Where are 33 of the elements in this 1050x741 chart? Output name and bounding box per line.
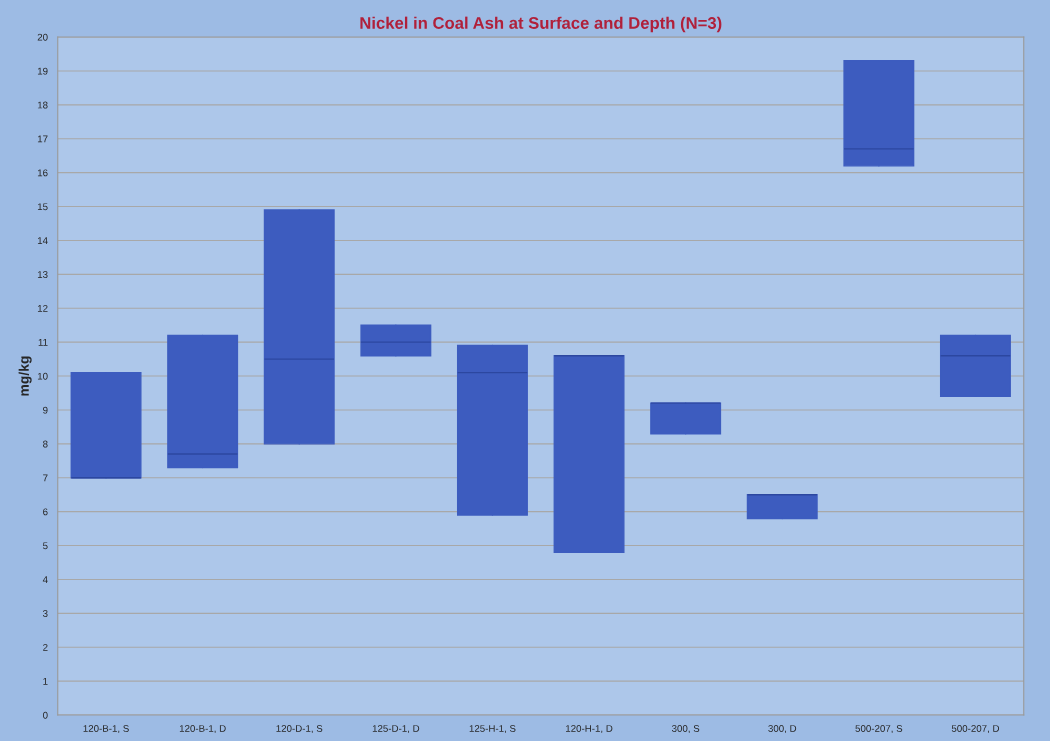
y-tick-label: 2	[43, 644, 48, 651]
x-tick-label: 125-D-1, D	[372, 725, 420, 734]
y-tick-label: 3	[42, 610, 48, 617]
x-tick-label: 125-H-1, S	[469, 725, 516, 734]
y-tick-label: 8	[43, 440, 48, 448]
chart-title: Nickel in Coal Ash at Surface and Depth (N=3)	[360, 16, 722, 33]
y-tick-label: 17	[37, 135, 48, 143]
y-tick-label: 20	[37, 33, 48, 41]
x-tick-label: 120-B-1, D	[179, 725, 226, 734]
y-tick-label: 7	[43, 474, 48, 482]
y-tick-label: 6	[43, 508, 48, 516]
y-tick-label: 5	[43, 542, 48, 550]
y-tick-label: 9	[43, 406, 48, 414]
x-tick-label: 120-D-1, S	[276, 725, 323, 734]
y-tick-label: 16	[37, 169, 48, 177]
x-tick-label: 500-207, D	[951, 725, 1000, 734]
y-tick-label: 13	[37, 271, 48, 278]
y-tick-label: 19	[37, 67, 48, 75]
y-tick-label: 10	[37, 372, 48, 380]
y-tick-label: 4	[42, 576, 48, 583]
y-tick-label: 11	[38, 338, 48, 346]
y-axis-title: mg/kg	[18, 356, 32, 396]
x-tick-label: 120-B-1, S	[83, 725, 129, 734]
x-tick-label: 300, S	[671, 725, 700, 734]
x-tick-label: 300, D	[768, 725, 797, 734]
x-tick-label: 500-207, S	[855, 725, 903, 734]
y-tick-label: 14	[37, 237, 48, 244]
y-tick-label: 0	[43, 711, 48, 719]
y-tick-label: 15	[37, 203, 48, 211]
y-tick-label: 1	[43, 678, 48, 685]
x-tick-label: 120-H-1, D	[566, 725, 613, 734]
y-tick-label: 12	[37, 304, 48, 312]
y-tick-label: 18	[37, 101, 48, 109]
